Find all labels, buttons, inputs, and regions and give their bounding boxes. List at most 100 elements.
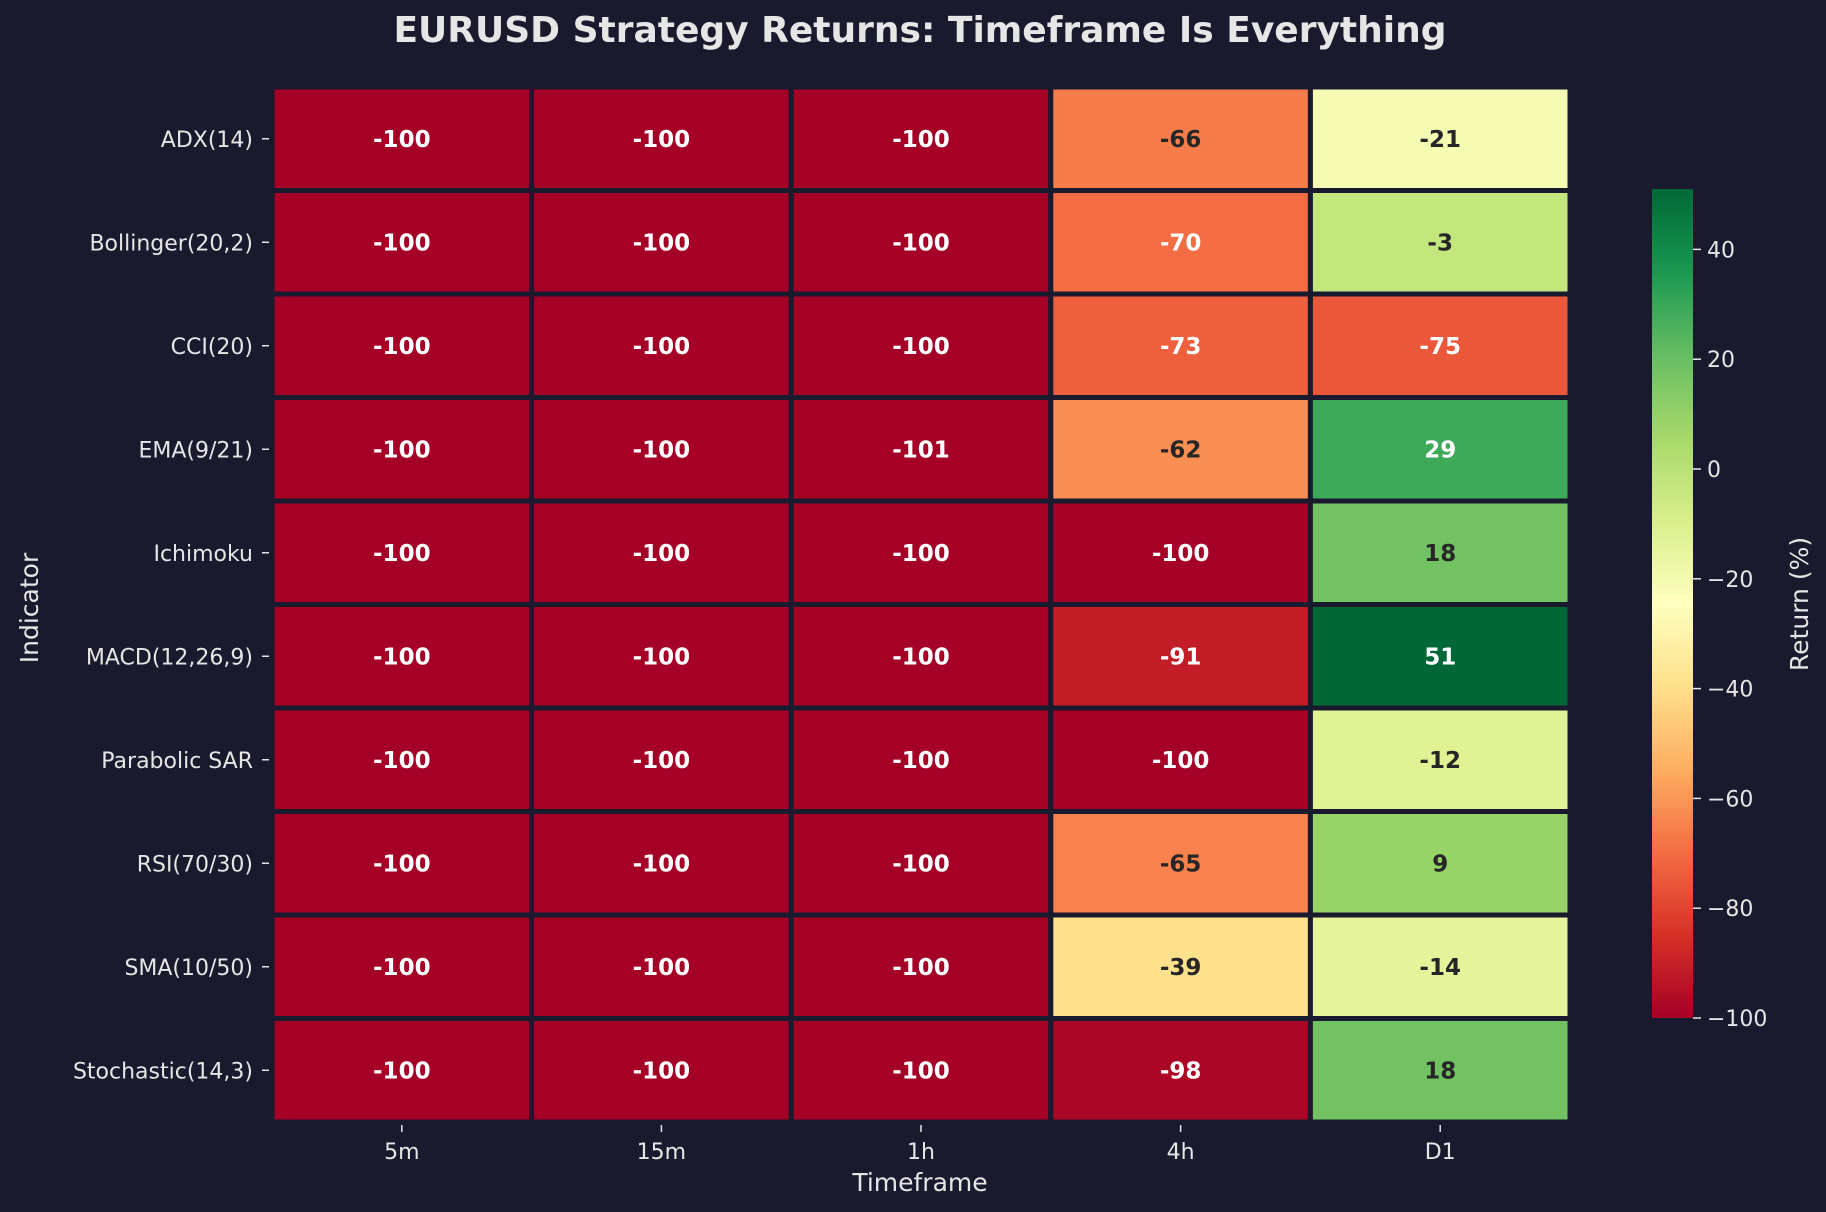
y-tick-label: Stochastic(14,3): [73, 1059, 253, 1084]
cell-value-label: -70: [1160, 230, 1202, 256]
chart-title: EURUSD Strategy Returns: Timeframe Is Ev…: [393, 10, 1446, 51]
cell-value-label: -100: [892, 230, 950, 256]
y-tick-label: SMA(10/50): [124, 956, 253, 981]
y-tick-labels: ADX(14) Bollinger(20,2) CCI(20) EMA(9/21) Ic…: [73, 128, 269, 1084]
y-tick-label: CCI(20): [171, 335, 253, 360]
cell-value-label: -100: [373, 230, 431, 256]
cell-value-label: -100: [892, 955, 950, 981]
x-axis-label: Timeframe: [851, 1168, 987, 1197]
cell-value-label: -100: [633, 748, 691, 774]
colorbar-tick-label: 20: [1707, 348, 1735, 373]
cell-value-label: -100: [373, 644, 431, 670]
cell-value-label: -100: [1152, 748, 1210, 774]
x-tick-labels: 5m 15m 1h 4h D1: [384, 1125, 1456, 1165]
heatmap-cell: [788, 1016, 1054, 1125]
cell-value-label: -101: [892, 437, 950, 463]
heatmap-cell: [1307, 395, 1573, 504]
y-tick-label: Ichimoku: [153, 542, 253, 567]
cell-value-label: -100: [892, 541, 950, 567]
colorbar-tick-label: 0: [1707, 458, 1721, 483]
heatmap-cell: [1307, 912, 1573, 1021]
x-tick-label: 4h: [1167, 1140, 1195, 1165]
cell-value-label: -100: [892, 748, 950, 774]
cell-value-label: -100: [633, 851, 691, 877]
heatmap-cell: [269, 705, 535, 814]
cell-value-label: 18: [1424, 541, 1456, 567]
cell-value-label: 29: [1424, 437, 1456, 463]
heatmap-cell: [529, 602, 794, 711]
cell-value-label: -100: [633, 541, 691, 567]
cell-value-label: -75: [1419, 334, 1461, 360]
colorbar-tick-label: −100: [1707, 1007, 1767, 1032]
y-tick-label: Bollinger(20,2): [89, 231, 253, 256]
cell-value-label: -12: [1419, 748, 1461, 774]
cell-value-label: -100: [633, 127, 691, 153]
heatmap-cell: [1307, 602, 1573, 711]
heatmap-cell: [1048, 395, 1313, 504]
y-tick-label: EMA(9/21): [138, 438, 253, 463]
cell-value-label: -39: [1160, 955, 1202, 981]
colorbar-ticks: 40 20 0 −20 −40 −60 −80 −100: [1693, 238, 1767, 1032]
cell-value-label: -100: [633, 230, 691, 256]
cell-value-label: -100: [373, 127, 431, 153]
cell-value-label: -100: [633, 1058, 691, 1084]
heatmap-cell: [788, 188, 1054, 297]
x-tick-label: 5m: [384, 1140, 419, 1165]
cell-value-label: -100: [892, 1058, 950, 1084]
cell-value-label: 9: [1432, 851, 1448, 877]
cell-value-label: -100: [892, 644, 950, 670]
x-tick-label: 1h: [907, 1140, 935, 1165]
heatmap-cell: [529, 395, 794, 504]
cell-value-label: 51: [1424, 644, 1456, 670]
cell-value-label: -91: [1160, 644, 1202, 670]
cell-value-label: -100: [373, 748, 431, 774]
cell-value-label: -14: [1419, 955, 1461, 981]
heatmap-cell: [1048, 291, 1313, 400]
cell-value-label: -100: [1152, 541, 1210, 567]
cell-value-label: -100: [373, 1058, 431, 1084]
cell-value-label: -100: [892, 851, 950, 877]
colorbar-tick-label: −40: [1707, 678, 1753, 703]
cell-value-label: -98: [1160, 1058, 1202, 1084]
heatmap-cell: [529, 1016, 794, 1125]
cell-value-label: -100: [373, 955, 431, 981]
cell-value-label: -100: [892, 334, 950, 360]
heatmap-cell: [1307, 1016, 1573, 1125]
heatmap-cell: [529, 498, 794, 607]
y-tick-label: ADX(14): [161, 128, 253, 153]
cell-value-label: -100: [633, 955, 691, 981]
heatmap-cell: [269, 84, 535, 193]
y-axis-label: Indicator: [15, 552, 44, 663]
heatmap-cell: [788, 498, 1054, 607]
heatmap-cell: [1048, 602, 1313, 711]
colorbar-label: Return (%): [1785, 537, 1814, 671]
cell-value-label: -100: [892, 127, 950, 153]
cell-value-label: -73: [1160, 334, 1202, 360]
colorbar-tick-label: −20: [1707, 568, 1753, 593]
x-tick-label: 15m: [637, 1140, 686, 1165]
heatmap-cell: [1307, 188, 1573, 297]
colorbar: 40 20 0 −20 −40 −60 −80 −100 Return (%): [1652, 189, 1814, 1032]
colorbar-tick-label: 40: [1707, 238, 1735, 263]
heatmap-cell: [529, 809, 794, 918]
heatmap-cell: [269, 395, 535, 504]
heatmap-cell: [269, 1016, 535, 1125]
cell-value-label: -100: [373, 851, 431, 877]
colorbar-gradient: [1652, 189, 1693, 1018]
heatmap-cell: [269, 498, 535, 607]
heatmap-cells: -100 -100 -100 -66 -21 -100 -100 -100 -70 -3 -100 -…: [269, 84, 1573, 1125]
cell-value-label: -21: [1419, 127, 1461, 153]
y-tick-label: Parabolic SAR: [101, 749, 253, 774]
cell-value-label: 18: [1424, 1058, 1456, 1084]
colorbar-tick-label: −60: [1707, 787, 1753, 812]
cell-value-label: -100: [373, 334, 431, 360]
heatmap-cell: [529, 291, 794, 400]
y-tick-label: MACD(12,26,9): [86, 645, 253, 670]
heatmap-cell: [269, 188, 535, 297]
cell-value-label: -62: [1160, 437, 1202, 463]
y-tick-label: RSI(70/30): [137, 852, 253, 877]
cell-value-label: -100: [373, 541, 431, 567]
cell-value-label: -100: [373, 437, 431, 463]
heatmap-cell: [269, 809, 535, 918]
